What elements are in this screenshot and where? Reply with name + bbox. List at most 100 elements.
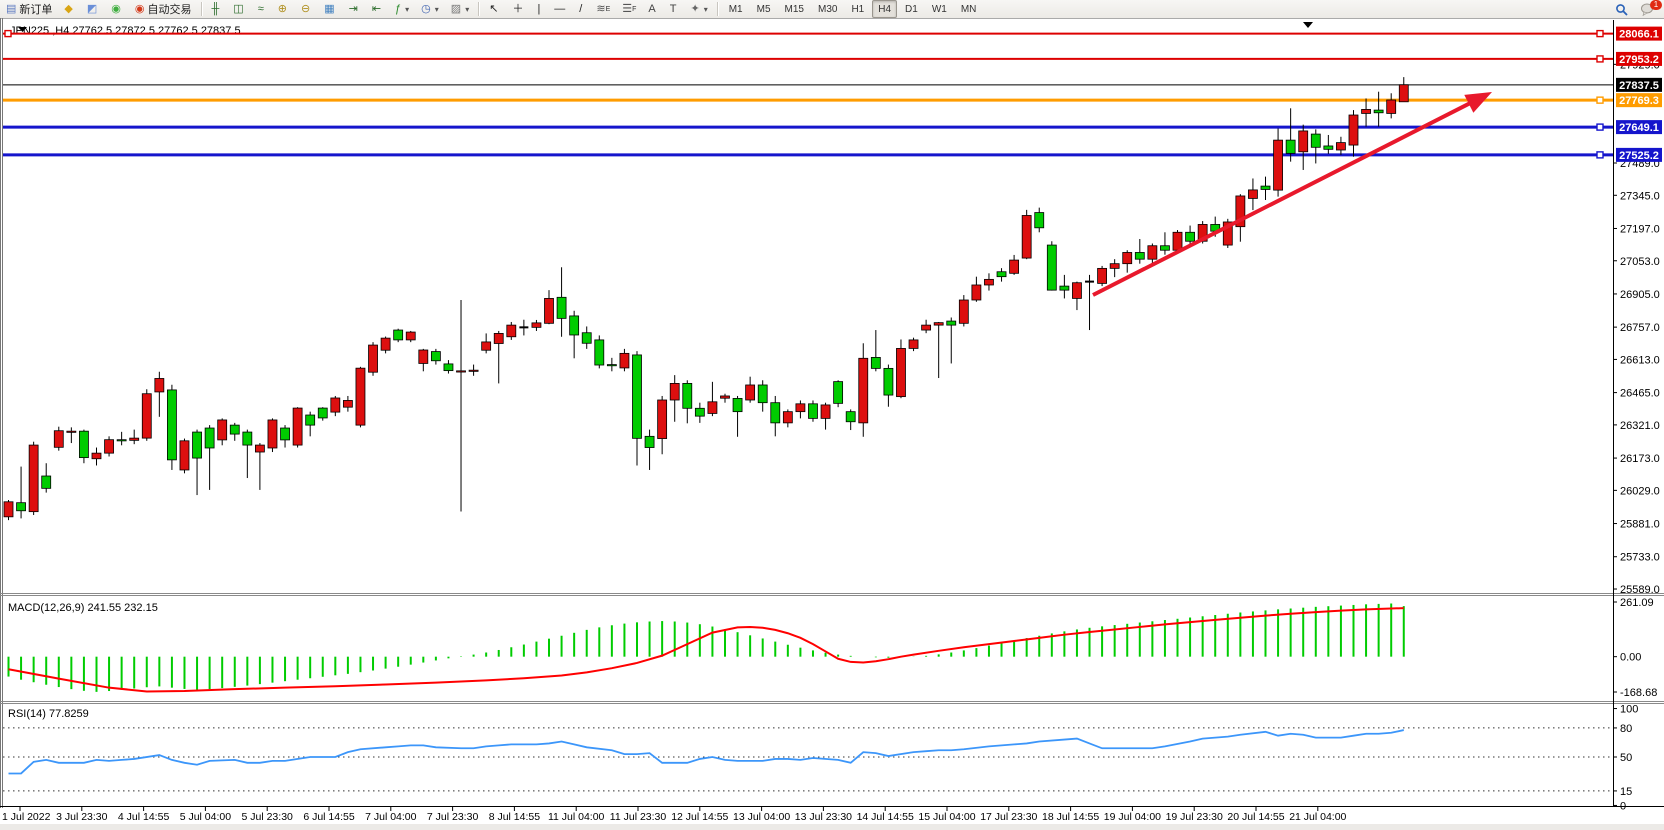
- svg-text:50: 50: [1620, 752, 1632, 764]
- chart-canvas[interactable]: JPN225 ,H4 27762.5 27872.5 27762.5 27837…: [0, 18, 1664, 830]
- signals-button[interactable]: ◉: [106, 0, 128, 18]
- svg-text:27769.3: 27769.3: [1619, 95, 1659, 107]
- svg-text:26321.0: 26321.0: [1620, 420, 1660, 432]
- svg-text:5 Jul 04:00: 5 Jul 04:00: [180, 811, 232, 823]
- arrow-shapes-icon: ✦: [690, 3, 700, 15]
- rsi-label: RSI(14) 77.8259: [8, 708, 89, 720]
- svg-text:25589.0: 25589.0: [1620, 584, 1660, 596]
- fibonacci-button[interactable]: ☰ F: [617, 0, 641, 18]
- svg-text:15: 15: [1620, 786, 1632, 798]
- tile-windows-button[interactable]: ▦: [319, 0, 341, 18]
- zoom-out-button[interactable]: ⊖: [296, 0, 317, 18]
- timeframe-h1[interactable]: H1: [851, 3, 865, 15]
- autotrading-button[interactable]: ◉ 自动交易: [130, 0, 197, 18]
- svg-text:27953.2: 27953.2: [1619, 54, 1659, 66]
- trend-arrow[interactable]: [1092, 92, 1492, 297]
- rsi-panel-separator[interactable]: [0, 701, 1664, 704]
- timeframe-d1[interactable]: D1: [905, 3, 918, 15]
- orange-level-line-handle[interactable]: [1596, 96, 1604, 104]
- svg-text:26757.0: 26757.0: [1620, 322, 1660, 334]
- svg-text:3 Jul 23:30: 3 Jul 23:30: [56, 811, 108, 823]
- signal-icon: ◉: [111, 3, 121, 15]
- toolbar-separator: [716, 2, 719, 16]
- timeframe-w1[interactable]: W1: [931, 3, 947, 15]
- profile-icon: ◩: [86, 3, 98, 15]
- svg-text:80: 80: [1620, 723, 1632, 735]
- fibonacci-icon: ☰: [622, 3, 633, 15]
- blue-level-line-1-label: 27649.1: [1596, 120, 1662, 135]
- svg-text:27197.0: 27197.0: [1620, 223, 1660, 235]
- search-icon: [1616, 3, 1628, 16]
- resistance-line-2-handle[interactable]: [1596, 55, 1604, 63]
- line-chart-button[interactable]: ≈: [253, 0, 271, 18]
- chart-shift-icon: ⇤: [371, 3, 382, 15]
- svg-text:11 Jul 23:30: 11 Jul 23:30: [610, 811, 667, 823]
- timeframe-m1[interactable]: M1: [728, 3, 743, 15]
- text-icon: A: [648, 3, 656, 15]
- resistance-line-1-handle[interactable]: [1596, 29, 1604, 38]
- notification-badge: 1: [1650, 0, 1662, 10]
- resistance-line-1-left-handle[interactable]: [4, 29, 12, 38]
- svg-text:13 Jul 04:00: 13 Jul 04:00: [733, 811, 790, 823]
- chart-shift-button[interactable]: ⇤: [367, 0, 388, 18]
- crosshair-button[interactable]: ＋: [507, 0, 530, 18]
- periods-button[interactable]: ◷ ▾: [416, 0, 444, 18]
- autotrade-icon: ◉: [134, 3, 145, 15]
- zoom-in-button[interactable]: ⊕: [273, 0, 294, 18]
- svg-text:11 Jul 04:00: 11 Jul 04:00: [548, 811, 605, 823]
- blue-level-line-2-label: 27525.2: [1596, 147, 1662, 162]
- label-button[interactable]: T: [665, 0, 684, 18]
- timeframe-m5[interactable]: M5: [756, 3, 771, 15]
- svg-text:100: 100: [1620, 704, 1638, 716]
- chevron-down-icon: ▾: [703, 4, 708, 14]
- svg-text:19 Jul 23:30: 19 Jul 23:30: [1166, 811, 1223, 823]
- orange-level-line-label: 27769.3: [1596, 93, 1662, 108]
- timeframe-m15[interactable]: M15: [784, 3, 804, 15]
- new-order-button[interactable]: ▤ 新订单: [1, 0, 57, 18]
- svg-text:27053.0: 27053.0: [1620, 256, 1660, 268]
- scroll-end-triangle[interactable]: [1303, 22, 1313, 28]
- search-button[interactable]: [1610, 0, 1633, 18]
- zoom-in-icon: ⊕: [277, 3, 287, 15]
- current-price-line-label: 27837.5: [1616, 77, 1662, 92]
- timeframe-m30[interactable]: M30: [817, 3, 838, 15]
- svg-text:8 Jul 14:55: 8 Jul 14:55: [489, 811, 541, 823]
- tile-windows-icon: ▦: [324, 3, 335, 15]
- toolbar-separator: [478, 2, 481, 16]
- svg-text:28066.1: 28066.1: [1619, 29, 1659, 41]
- chart-title: JPN225 ,H4 27762.5 27872.5 27762.5 27837…: [10, 25, 241, 37]
- horizontal-line-button[interactable]: —: [549, 0, 572, 18]
- rsi-level-lines: [3, 727, 1613, 792]
- auto-scroll-icon: ⇥: [348, 3, 358, 15]
- svg-text:26465.0: 26465.0: [1620, 388, 1660, 400]
- chart-menu-triangle[interactable]: [18, 27, 27, 32]
- svg-text:13 Jul 23:30: 13 Jul 23:30: [795, 811, 852, 823]
- svg-text:21 Jul 04:00: 21 Jul 04:00: [1289, 811, 1346, 823]
- arrows-button[interactable]: ✦ ▾: [685, 0, 712, 18]
- chat-button[interactable]: 1: [1635, 0, 1662, 18]
- timeframe-h4[interactable]: H4: [872, 0, 898, 18]
- cursor-button[interactable]: ↖: [484, 0, 505, 18]
- price-line-objects[interactable]: [3, 32, 1613, 157]
- channel-icon: ≋: [596, 3, 606, 15]
- auto-scroll-button[interactable]: ⇥: [344, 0, 365, 18]
- text-button[interactable]: A: [643, 0, 662, 18]
- status-strip: [0, 824, 1664, 830]
- templates-button[interactable]: ▨ ▾: [446, 0, 474, 18]
- macd-panel-separator[interactable]: [0, 593, 1664, 596]
- indicators-button[interactable]: ƒ ▾: [390, 0, 414, 18]
- trendline-button[interactable]: /: [574, 0, 589, 18]
- community-button[interactable]: ◩: [82, 0, 104, 18]
- candlestick-button[interactable]: ◫: [228, 0, 250, 18]
- macd-label: MACD(12,26,9) 241.55 232.15: [8, 602, 158, 614]
- price-axis: 27929.027489.027345.027197.027053.026905…: [1613, 59, 1660, 812]
- blue-level-line-2-handle[interactable]: [1596, 151, 1604, 159]
- timeframe-mn[interactable]: MN: [960, 3, 977, 15]
- channel-button[interactable]: ≋ E: [591, 0, 615, 18]
- vertical-line-button[interactable]: |: [532, 0, 547, 18]
- svg-text:26613.0: 26613.0: [1620, 354, 1660, 366]
- market-depth-button[interactable]: ◆: [59, 0, 79, 18]
- blue-level-line-1-handle[interactable]: [1596, 123, 1604, 131]
- svg-text:19 Jul 04:00: 19 Jul 04:00: [1104, 811, 1161, 823]
- bar-chart-button[interactable]: ╫: [207, 0, 227, 18]
